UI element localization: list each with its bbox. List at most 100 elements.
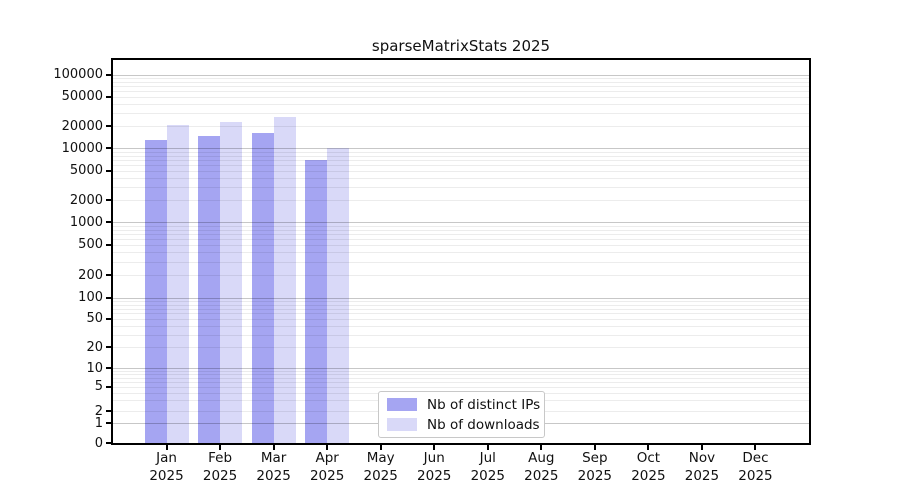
x-tick-oct <box>647 445 650 450</box>
gridline-minor-700 <box>113 234 809 235</box>
gridline-minor-8000 <box>113 155 809 157</box>
x-tick-label-month-jul: Jul <box>479 450 496 466</box>
y-tick-20000 <box>106 125 111 128</box>
x-tick-aug <box>540 445 543 450</box>
y-tick-100 <box>106 296 111 299</box>
gridline-minor-300 <box>113 261 809 263</box>
gridline-major-1000 <box>113 222 809 224</box>
gridline-major-10000 <box>113 148 809 150</box>
y-tick-label-2: 2 <box>94 403 103 419</box>
y-tick-label-20: 20 <box>86 339 103 355</box>
x-tick-sep <box>593 445 596 450</box>
x-tick-label-month-may: May <box>366 450 395 466</box>
x-tick-label-month-feb: Feb <box>208 450 233 466</box>
gridline-minor-20 <box>113 347 809 348</box>
x-tick-mar <box>272 445 275 450</box>
y-tick-label-0: 0 <box>94 435 103 451</box>
gridline-minor-7 <box>113 377 809 379</box>
legend-label-distinct-ips: Nb of distinct IPs <box>427 396 541 413</box>
gridline-minor-5 <box>113 386 809 388</box>
bar-downloads-feb <box>220 121 243 443</box>
x-tick-label-year-jun: 2025 <box>417 468 452 484</box>
x-tick-label-year-mar: 2025 <box>256 468 291 484</box>
x-tick-label-month-nov: Nov <box>688 450 716 466</box>
gridline-minor-6000 <box>113 164 809 166</box>
x-tick-label-year-aug: 2025 <box>524 468 559 484</box>
x-tick-label-month-apr: Apr <box>315 450 339 466</box>
y-tick-10000 <box>106 147 111 150</box>
gridline-minor-6 <box>113 381 809 383</box>
x-tick-jan <box>165 445 168 450</box>
bar-downloads-jan <box>166 124 189 443</box>
gridline-minor-80 <box>113 304 809 306</box>
y-tick-10 <box>106 367 111 370</box>
x-tick-label-year-jul: 2025 <box>470 468 505 484</box>
gridline-minor-40000 <box>113 104 809 105</box>
bar-distinct-ips-feb <box>198 136 221 443</box>
legend-label-downloads: Nb of downloads <box>427 416 540 433</box>
bar-distinct-ips-jan <box>144 139 167 443</box>
x-tick-label-month-aug: Aug <box>528 450 555 466</box>
gridline-minor-70 <box>113 308 809 310</box>
x-tick-label-month-jun: Jun <box>423 450 445 466</box>
x-tick-label-year-feb: 2025 <box>202 468 238 484</box>
y-tick-label-500: 500 <box>78 237 103 253</box>
y-tick-label-5: 5 <box>94 379 103 395</box>
gridline-major-10 <box>113 368 809 370</box>
gridline-major-100000 <box>113 74 809 76</box>
y-tick-label-100000: 100000 <box>53 67 103 83</box>
chart-title: sparseMatrixStats 2025 <box>371 37 551 55</box>
y-tick-50000 <box>106 95 111 98</box>
y-tick-label-1: 1 <box>94 415 103 431</box>
y-tick-50 <box>106 317 111 320</box>
y-tick-200 <box>106 274 111 276</box>
gridline-minor-5000 <box>113 170 809 172</box>
gridline-minor-90000 <box>113 78 809 80</box>
gridline-minor-600 <box>113 239 809 240</box>
y-tick-label-100: 100 <box>78 290 103 306</box>
gridline-minor-2000 <box>113 200 809 201</box>
y-tick-0 <box>106 442 111 444</box>
gridline-minor-4000 <box>113 177 809 179</box>
gridline-minor-30000 <box>113 113 809 115</box>
x-tick-label-month-jan: Jan <box>156 450 177 466</box>
gridline-minor-9000 <box>113 151 809 153</box>
y-tick-5000 <box>106 169 111 172</box>
x-tick-apr <box>326 445 329 450</box>
y-tick-label-10000: 10000 <box>61 140 103 156</box>
x-tick-label-year-oct: 2025 <box>631 468 666 484</box>
gridline-minor-3000 <box>113 187 809 188</box>
y-tick-label-50000: 50000 <box>61 89 103 105</box>
legend-item-downloads: Nb of downloads <box>387 417 540 433</box>
y-tick-label-200: 200 <box>78 267 103 283</box>
x-tick-may <box>379 445 382 450</box>
x-tick-label-month-sep: Sep <box>582 450 608 466</box>
y-tick-label-5000: 5000 <box>69 163 103 179</box>
gridline-minor-50 <box>113 319 809 320</box>
gridline-minor-8 <box>113 374 809 376</box>
x-tick-dec <box>754 445 757 450</box>
gridline-minor-500 <box>113 245 809 246</box>
y-tick-label-2000: 2000 <box>69 192 103 208</box>
y-tick-5 <box>106 385 111 388</box>
gridline-minor-50000 <box>113 96 809 98</box>
x-tick-label-year-nov: 2025 <box>684 468 720 484</box>
y-tick-1000 <box>106 221 111 224</box>
gridline-minor-70000 <box>113 86 809 88</box>
y-tick-20 <box>106 346 111 349</box>
bar-distinct-ips-mar <box>251 133 274 443</box>
gridline-minor-90 <box>113 300 809 302</box>
bar-downloads-apr <box>327 147 350 443</box>
x-tick-feb <box>219 445 222 450</box>
y-tick-label-50: 50 <box>86 311 103 327</box>
y-tick-1 <box>106 422 111 425</box>
x-tick-jul <box>486 445 489 450</box>
bar-distinct-ips-apr <box>305 159 328 443</box>
y-tick-label-20000: 20000 <box>61 118 103 134</box>
gridline-minor-80000 <box>113 81 809 83</box>
gridline-major-100 <box>113 297 809 299</box>
gridline-minor-9 <box>113 371 809 373</box>
legend-item-distinct-ips: Nb of distinct IPs <box>387 397 540 413</box>
y-tick-500 <box>106 243 111 246</box>
